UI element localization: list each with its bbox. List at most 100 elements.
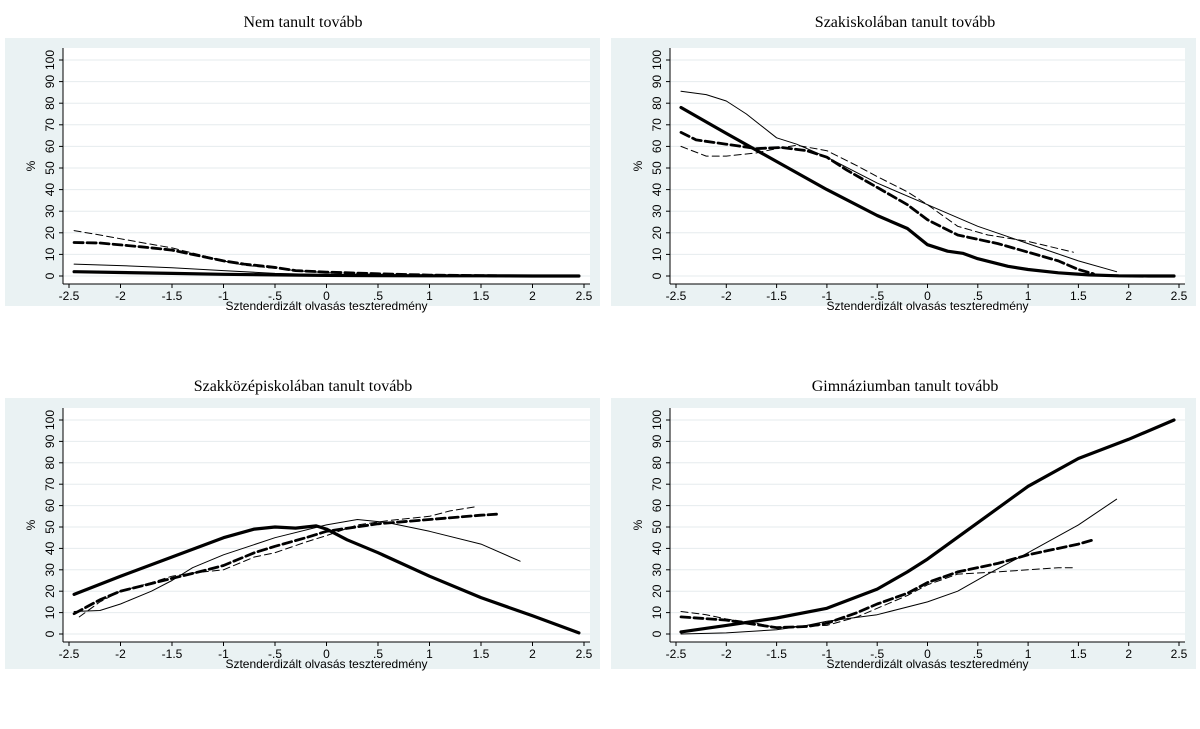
x-tick-label: -2.5 xyxy=(59,289,80,303)
y-tick-label: 50 xyxy=(650,161,664,175)
y-tick-label: 10 xyxy=(650,247,664,261)
x-tick-label: 2 xyxy=(529,289,536,303)
panel-title: Nem tanult tovább xyxy=(243,14,362,31)
y-tick-label: 20 xyxy=(43,226,57,240)
x-tick-label: .5 xyxy=(973,647,983,661)
x-tick-label: 0 xyxy=(924,289,931,303)
x-tick-label: -2 xyxy=(115,647,126,661)
y-tick-label: 10 xyxy=(43,247,57,261)
y-tick-label: 50 xyxy=(650,520,664,534)
y-tick-label: 50 xyxy=(43,520,57,534)
x-tick-label: -1 xyxy=(822,647,833,661)
series-line-thick-dash xyxy=(72,241,498,278)
y-tick-label: 30 xyxy=(43,563,57,577)
y-tick-label: 10 xyxy=(43,606,57,620)
y-tick-label: 30 xyxy=(650,563,664,577)
y-tick-label: 70 xyxy=(650,118,664,132)
x-tick-label: 2 xyxy=(529,647,536,661)
y-axis-label: % xyxy=(631,519,645,530)
y-tick-label: 0 xyxy=(43,272,57,279)
y-tick-label: 0 xyxy=(650,630,664,637)
y-tick-label: 80 xyxy=(650,96,664,110)
x-axis-label: Sztenderdizált olvasás teszteredmény xyxy=(225,299,427,313)
x-axis-label: Sztenderdizált olvasás teszteredmény xyxy=(826,299,1028,313)
y-tick-label: 30 xyxy=(650,204,664,218)
y-tick-label: 0 xyxy=(650,272,664,279)
x-tick-label: 2 xyxy=(1125,289,1132,303)
series-line-thin-dash xyxy=(680,567,1074,629)
x-tick-label: 2.5 xyxy=(576,289,593,303)
y-axis-label: % xyxy=(24,160,38,171)
x-tick-label: -1 xyxy=(822,289,833,303)
panel-title: Szakközépiskolában tanult tovább xyxy=(194,378,413,395)
x-tick-label: -2 xyxy=(721,647,732,661)
y-tick-label: 40 xyxy=(650,541,664,555)
x-tick-label: 1.5 xyxy=(473,647,490,661)
plot-area xyxy=(670,48,1185,284)
x-tick-label: 2.5 xyxy=(576,647,593,661)
x-tick-label: 1 xyxy=(426,647,433,661)
y-tick-label: 90 xyxy=(650,434,664,448)
y-tick-label: 40 xyxy=(650,183,664,197)
x-tick-label: -.5 xyxy=(268,647,282,661)
y-tick-label: 80 xyxy=(43,96,57,110)
y-tick-label: 80 xyxy=(43,456,57,470)
y-tick-label: 70 xyxy=(43,477,57,491)
y-tick-label: 50 xyxy=(43,161,57,175)
y-tick-label: 60 xyxy=(43,139,57,153)
x-tick-label: 1 xyxy=(426,289,433,303)
y-tick-label: 70 xyxy=(43,118,57,132)
series-line-thin-dash xyxy=(680,144,1074,253)
x-tick-label: 0 xyxy=(323,647,330,661)
x-tick-label: -.5 xyxy=(870,289,884,303)
x-tick-label: .5 xyxy=(373,289,383,303)
x-tick-label: .5 xyxy=(973,289,983,303)
series-line-thin-dash xyxy=(78,506,477,618)
chart-panel-2: 0 10 20 30 40 50 60 70 80 90 100 -2.5 -2 -1.5 -1 -.5 0 .5… xyxy=(611,38,1196,313)
series-line-thin-solid xyxy=(73,519,521,612)
series-line-thin-solid xyxy=(680,498,1118,635)
plot-area xyxy=(63,48,590,284)
y-tick-label: 20 xyxy=(43,584,57,598)
series-line-thick-solid xyxy=(72,270,581,278)
x-axis-label: Sztenderdizált olvasás teszteredmény xyxy=(826,657,1028,671)
y-tick-label: 60 xyxy=(43,499,57,513)
series-line-thin-dash xyxy=(73,230,477,277)
y-tick-label: 100 xyxy=(650,410,664,430)
panel-title: Gimnáziumban tanult tovább xyxy=(812,378,999,395)
y-tick-label: 20 xyxy=(650,584,664,598)
x-tick-label: 0 xyxy=(323,289,330,303)
y-tick-label: 90 xyxy=(650,75,664,89)
y-tick-label: 20 xyxy=(650,226,664,240)
x-tick-label: -1 xyxy=(218,289,229,303)
y-tick-label: 40 xyxy=(43,183,57,197)
y-tick-label: 70 xyxy=(650,477,664,491)
y-tick-label: 60 xyxy=(650,499,664,513)
chart-panel-4: 0 10 20 30 40 50 60 70 80 90 100 -2.5 -2 -1.5 -1 -.5 0 .5… xyxy=(611,398,1196,671)
x-tick-label: 1.5 xyxy=(1070,647,1087,661)
y-tick-label: 60 xyxy=(650,139,664,153)
x-tick-label: 2.5 xyxy=(1171,289,1188,303)
y-tick-label: 100 xyxy=(650,50,664,70)
x-tick-label: -1.5 xyxy=(162,647,183,661)
x-tick-label: 1.5 xyxy=(1070,289,1087,303)
y-tick-label: 90 xyxy=(43,434,57,448)
series-line-thick-solid xyxy=(72,524,581,635)
plot-area xyxy=(670,408,1185,642)
x-tick-label: .5 xyxy=(373,647,383,661)
y-tick-label: 10 xyxy=(650,606,664,620)
x-tick-label: -2.5 xyxy=(666,647,687,661)
y-tick-label: 100 xyxy=(43,50,57,70)
x-tick-label: 2.5 xyxy=(1171,647,1188,661)
x-tick-label: 1.5 xyxy=(473,289,490,303)
y-tick-label: 40 xyxy=(43,541,57,555)
y-axis-label: % xyxy=(631,160,645,171)
y-tick-label: 30 xyxy=(43,204,57,218)
x-tick-label: -1.5 xyxy=(162,289,183,303)
x-axis-label: Sztenderdizált olvasás teszteredmény xyxy=(225,657,427,671)
y-axis-label: % xyxy=(24,519,38,530)
x-tick-label: -1.5 xyxy=(766,289,787,303)
x-tick-label: -2 xyxy=(721,289,732,303)
x-tick-label: 1 xyxy=(1025,289,1032,303)
